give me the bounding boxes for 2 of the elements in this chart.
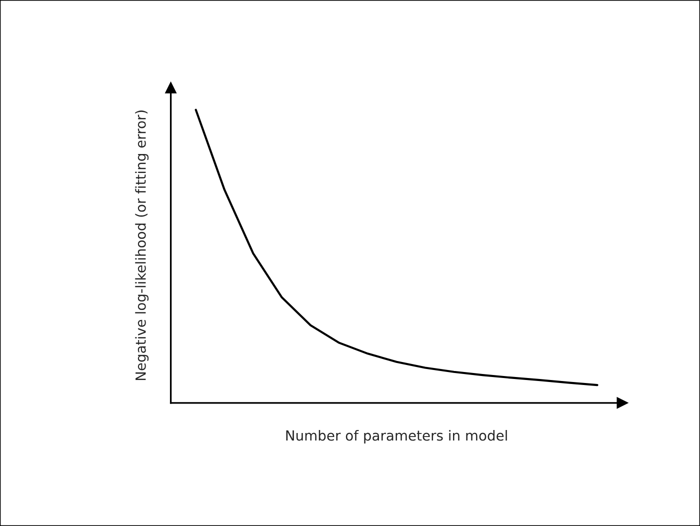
- y-axis-title: Negative log-likelihood (or fitting error): [135, 110, 149, 380]
- x-axis-title: Number of parameters in model: [286, 430, 507, 444]
